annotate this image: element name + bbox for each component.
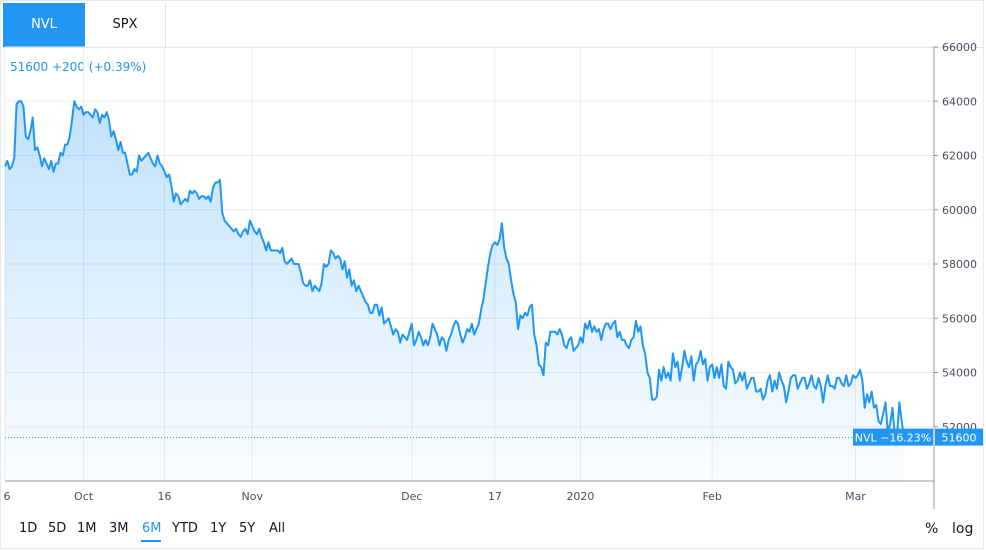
range-button-1m[interactable]: 1M xyxy=(77,521,97,536)
last-price-label: 51600 xyxy=(942,432,977,445)
y-tick-label: 62000 xyxy=(942,150,977,163)
y-tick-label: 54000 xyxy=(942,367,977,380)
range-button-3m[interactable]: 3M xyxy=(109,521,129,536)
x-tick-label: Nov xyxy=(242,490,264,503)
series-area-fill xyxy=(5,101,904,481)
tab-spx[interactable]: SPX xyxy=(85,3,166,47)
range-button-6m[interactable]: 6M xyxy=(142,521,162,536)
percent-scale-button[interactable]: % xyxy=(925,521,939,537)
x-tick-label: 16 xyxy=(157,490,171,503)
x-tick-label: 17 xyxy=(488,490,502,503)
range-button-all[interactable]: All xyxy=(269,521,286,536)
log-scale-button[interactable]: log xyxy=(952,521,974,537)
x-tick-label: Feb xyxy=(702,490,721,503)
price-chart[interactable]: 5200054000560005800060000620006400066000… xyxy=(1,1,985,509)
range-button-1y[interactable]: 1Y xyxy=(210,521,227,536)
y-tick-label: 60000 xyxy=(942,204,977,217)
y-tick-label: 64000 xyxy=(942,95,977,108)
x-tick-label: Mar xyxy=(845,490,866,503)
range-button-5d[interactable]: 5D xyxy=(48,521,67,536)
active-range-indicator xyxy=(141,540,161,542)
y-tick-label: 58000 xyxy=(942,258,977,271)
x-tick-label: Dec xyxy=(401,490,422,503)
series-label-box xyxy=(853,428,933,446)
range-button-1d[interactable]: 1D xyxy=(19,521,38,536)
range-toolbar: 1D 5D 1M 3M 6M YTD 1Y 5Y All % log xyxy=(1,509,985,549)
series-line-nvl xyxy=(4,100,905,438)
series-label: NVL −16.23% xyxy=(855,432,932,445)
last-price-label-box xyxy=(935,428,983,446)
range-button-ytd[interactable]: YTD xyxy=(172,521,198,536)
tab-nvl[interactable]: NVL xyxy=(3,3,85,47)
y-tick-label: 56000 xyxy=(942,312,977,325)
range-button-5y[interactable]: 5Y xyxy=(239,521,256,536)
x-tick-label: 2020 xyxy=(566,490,594,503)
x-tick-label: 6 xyxy=(4,490,11,503)
x-tick-label: Oct xyxy=(74,490,94,503)
price-change-legend: 51600 +200 (+0.39%) xyxy=(10,60,147,74)
y-tick-label: 66000 xyxy=(942,41,977,54)
